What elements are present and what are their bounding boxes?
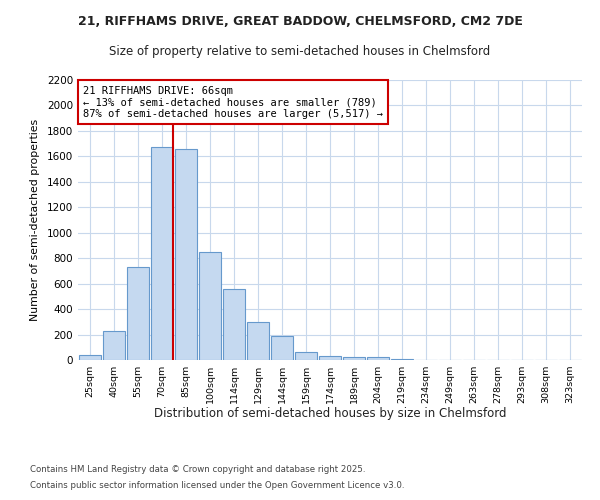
Y-axis label: Number of semi-detached properties: Number of semi-detached properties <box>30 119 40 321</box>
Text: Size of property relative to semi-detached houses in Chelmsford: Size of property relative to semi-detach… <box>109 45 491 58</box>
Bar <box>247 322 269 360</box>
Text: Contains HM Land Registry data © Crown copyright and database right 2025.: Contains HM Land Registry data © Crown c… <box>30 465 365 474</box>
Bar <box>175 148 197 360</box>
Bar <box>271 336 293 360</box>
Bar <box>103 332 125 360</box>
Text: Distribution of semi-detached houses by size in Chelmsford: Distribution of semi-detached houses by … <box>154 408 506 420</box>
Bar <box>151 148 173 360</box>
Bar <box>343 357 365 360</box>
Bar <box>199 252 221 360</box>
Text: 21, RIFFHAMS DRIVE, GREAT BADDOW, CHELMSFORD, CM2 7DE: 21, RIFFHAMS DRIVE, GREAT BADDOW, CHELMS… <box>77 15 523 28</box>
Bar <box>367 358 389 360</box>
Bar <box>127 267 149 360</box>
Bar <box>79 355 101 360</box>
Text: 21 RIFFHAMS DRIVE: 66sqm
← 13% of semi-detached houses are smaller (789)
87% of : 21 RIFFHAMS DRIVE: 66sqm ← 13% of semi-d… <box>83 86 383 119</box>
Bar <box>295 352 317 360</box>
Bar <box>223 288 245 360</box>
Text: Contains public sector information licensed under the Open Government Licence v3: Contains public sector information licen… <box>30 481 404 490</box>
Bar <box>319 356 341 360</box>
